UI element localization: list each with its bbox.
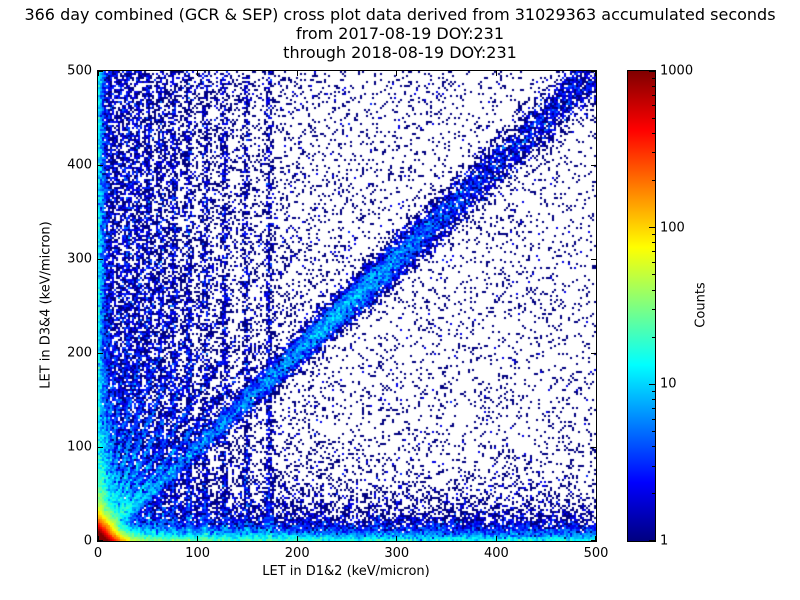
colorbar [627, 70, 656, 542]
colorbar-minor-tick-mark [652, 180, 655, 181]
x-tick-label: 300 [384, 546, 410, 561]
y-tick-mark [591, 352, 596, 354]
colorbar-minor-tick-mark [652, 418, 655, 420]
y-tick-mark [98, 446, 103, 448]
x-tick-mark [396, 71, 398, 76]
colorbar-minor-tick-mark [652, 242, 655, 244]
x-tick-label: 400 [483, 546, 509, 561]
colorbar-tick-label: 100 [660, 220, 685, 236]
y-tick-label: 400 [67, 157, 92, 173]
colorbar-tick-mark [649, 71, 655, 72]
colorbar-minor-tick-mark [652, 493, 655, 495]
colorbar-label: Counts [693, 282, 709, 328]
y-tick-mark [591, 164, 596, 166]
colorbar-minor-tick-mark [652, 336, 655, 338]
y-tick-mark [98, 71, 103, 72]
x-tick-mark [495, 536, 497, 541]
x-tick-mark [296, 536, 298, 541]
colorbar-minor-tick-mark [652, 408, 655, 410]
colorbar-tick-label: 1000 [660, 63, 694, 79]
y-tick-mark [98, 352, 103, 354]
colorbar-minor-tick-mark [652, 261, 655, 263]
x-tick-label: 200 [284, 546, 310, 561]
y-tick-label: 100 [67, 439, 92, 455]
chart-title-line-2: from 2017-08-19 DOY:231 [295, 24, 504, 43]
colorbar-minor-tick-mark [652, 251, 655, 253]
y-tick-mark [591, 71, 596, 72]
colorbar-tick-mark [649, 227, 655, 229]
colorbar-minor-tick-mark [652, 152, 655, 154]
y-axis-label: LET in D3&4 (keV/micron) [38, 221, 54, 389]
colorbar-tick-label: 1 [660, 533, 669, 549]
y-tick-label: 200 [67, 345, 92, 361]
y-tick-label: 0 [83, 533, 92, 549]
x-tick-mark [197, 71, 199, 76]
scatter-canvas [98, 71, 596, 541]
colorbar-minor-tick-mark [652, 105, 655, 107]
colorbar-tick-label: 10 [660, 376, 677, 392]
colorbar-minor-tick-mark [652, 132, 655, 134]
colorbar-minor-tick-mark [652, 94, 655, 96]
colorbar-minor-tick-mark [652, 309, 655, 311]
x-tick-mark [197, 536, 199, 541]
colorbar-minor-tick-mark [652, 391, 655, 392]
colorbar-minor-tick-mark [652, 234, 655, 236]
x-tick-mark [396, 536, 398, 541]
chart-title-line-3: through 2018-08-19 DOY:231 [283, 43, 517, 62]
x-tick-label: 0 [93, 546, 103, 561]
colorbar-tick-mark [649, 383, 655, 385]
y-tick-mark [591, 446, 596, 448]
y-tick-mark [98, 258, 103, 260]
y-tick-mark [98, 540, 103, 541]
x-tick-mark [98, 71, 99, 76]
x-axis-label: LET in D1&2 (keV/micron) [262, 564, 430, 579]
x-tick-mark [98, 536, 99, 541]
colorbar-minor-tick-mark [652, 289, 655, 291]
colorbar-minor-tick-mark [652, 117, 655, 119]
x-tick-mark [296, 71, 298, 76]
y-tick-mark [591, 258, 596, 260]
x-tick-mark [595, 536, 596, 541]
y-tick-label: 500 [67, 63, 92, 79]
chart-title-line-1: 366 day combined (GCR & SEP) cross plot … [24, 5, 776, 24]
colorbar-tick-mark [649, 540, 655, 541]
colorbar-minor-tick-mark [652, 274, 655, 276]
y-tick-mark [591, 540, 596, 541]
colorbar-minor-tick-mark [652, 77, 655, 79]
x-tick-mark [495, 71, 497, 76]
plot-area [97, 70, 597, 542]
colorbar-minor-tick-mark [652, 446, 655, 448]
x-tick-label: 500 [583, 546, 609, 561]
y-tick-mark [98, 164, 103, 166]
colorbar-minor-tick-mark [652, 85, 655, 87]
colorbar-minor-tick-mark [652, 430, 655, 432]
colorbar-minor-tick-mark [652, 399, 655, 401]
x-tick-label: 100 [185, 546, 211, 561]
x-tick-mark [595, 71, 596, 76]
colorbar-minor-tick-mark [652, 465, 655, 467]
y-tick-label: 300 [67, 251, 92, 267]
